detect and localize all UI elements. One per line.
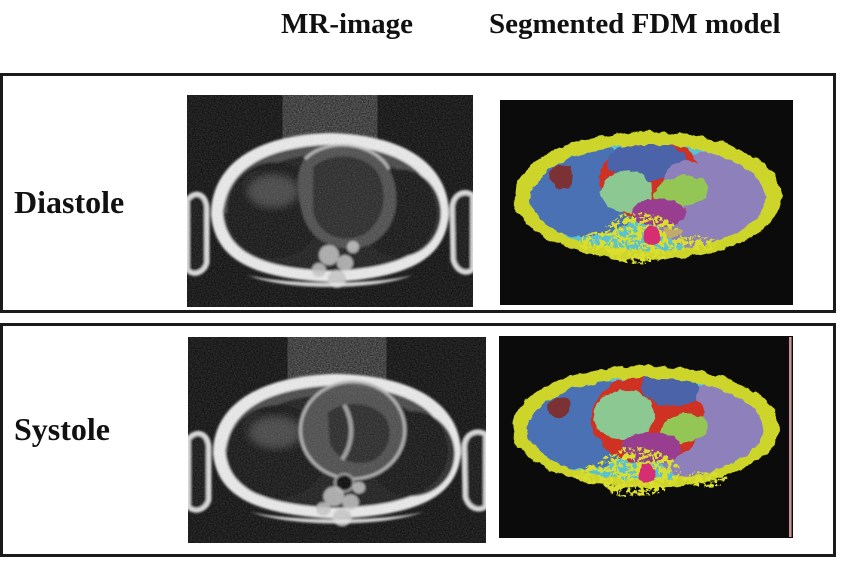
spine-speckle-region	[574, 447, 727, 497]
nodule-maroon-region	[548, 397, 571, 419]
spine-speckle-region	[578, 212, 716, 264]
column-header-mr-image: MR-image	[281, 8, 414, 40]
aorta-pink-region	[637, 465, 656, 483]
cavity-green-region	[594, 390, 655, 440]
edge-artifact-line	[788, 337, 792, 537]
row-label-diastole: Diastole	[14, 184, 125, 220]
noise-overlay	[187, 95, 473, 307]
column-header-segmented-fdm-model: Segmented FDM model	[489, 8, 781, 40]
mr-image-systole	[188, 337, 486, 543]
tan-patch	[664, 227, 684, 241]
cavity-green-region	[601, 171, 653, 213]
mr-image-diastole	[187, 95, 473, 307]
aorta-pink-region	[643, 227, 661, 245]
segmented-fdm-model-diastole	[500, 100, 793, 305]
row-label-systole: Systole	[14, 411, 110, 447]
segmented-fdm-model-systole	[499, 336, 793, 538]
noise-overlay	[188, 337, 486, 543]
nodule-maroon-region	[550, 165, 574, 189]
